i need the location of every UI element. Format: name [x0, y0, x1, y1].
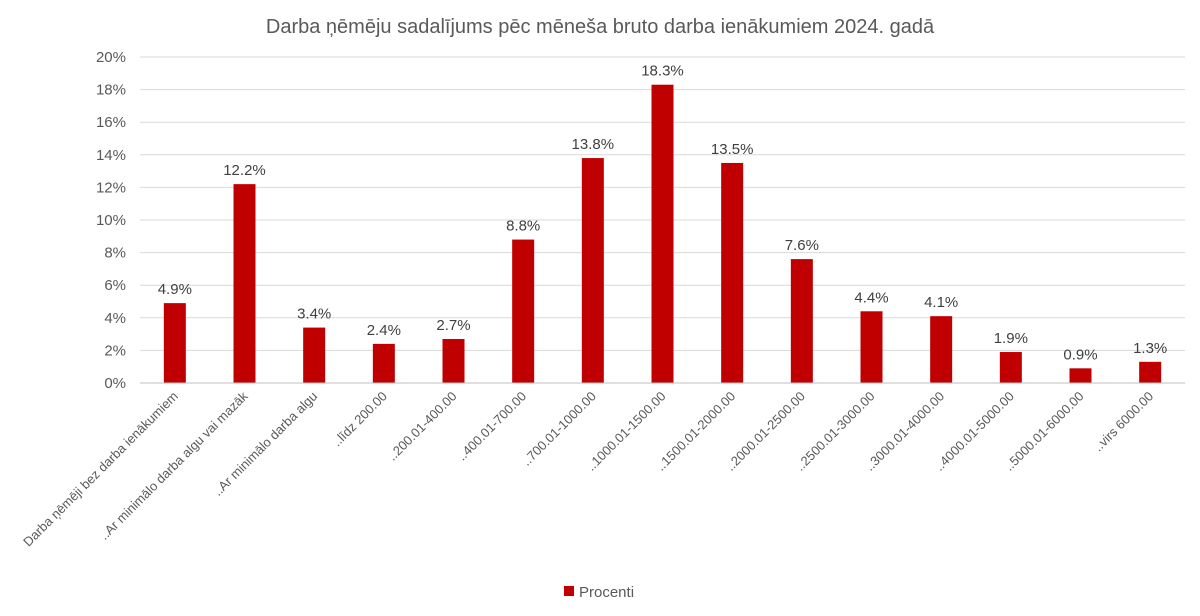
- data-labels: 4.9% 12.2% 3.4% 2.4% 2.7% 8.8% 13.8% 18.3% 13.5%…: [158, 63, 1168, 364]
- y-tick-label: 18%: [96, 82, 126, 99]
- y-tick-label: 20%: [96, 49, 126, 66]
- x-tick-label: ..200.01-400.00: [385, 389, 460, 464]
- bar: [999, 352, 1022, 383]
- bar: [233, 184, 256, 383]
- bar: [442, 338, 465, 383]
- data-label: 2.4%: [367, 322, 401, 339]
- y-tick-label: 2%: [104, 342, 126, 359]
- data-label: 2.7%: [436, 317, 470, 334]
- y-tick-label: 0%: [104, 375, 126, 392]
- bar: [163, 303, 186, 383]
- x-tick-label: ..700.01-1000.00: [519, 389, 599, 469]
- data-label: 13.8%: [572, 136, 615, 153]
- data-label: 1.9%: [994, 330, 1028, 347]
- data-label: 7.6%: [785, 237, 819, 254]
- data-label: 4.4%: [854, 289, 888, 306]
- bar: [790, 259, 813, 383]
- chart-title: Darba ņēmēju sadalījums pēc mēneša bruto…: [266, 16, 935, 38]
- bar: [721, 162, 744, 383]
- data-label: 3.4%: [297, 306, 331, 323]
- bar: [372, 343, 395, 383]
- bar: [581, 158, 604, 383]
- bar: [1069, 368, 1092, 383]
- y-tick-label: 10%: [96, 212, 126, 229]
- data-label: 0.9%: [1063, 346, 1097, 363]
- bar-series: [163, 84, 1162, 384]
- bar: [860, 311, 883, 383]
- data-label: 18.3%: [641, 63, 684, 80]
- legend: Procenti: [564, 584, 634, 601]
- data-label: 4.9%: [158, 281, 192, 298]
- y-tick-label: 12%: [96, 179, 126, 196]
- bar: [1139, 361, 1162, 383]
- x-axis: Darba ņēmēji bez darba ienākumiem..Ar mi…: [20, 382, 1185, 550]
- y-tick-label: 8%: [104, 245, 126, 262]
- data-label: 8.8%: [506, 218, 540, 235]
- data-label: 4.1%: [924, 294, 958, 311]
- x-tick-label: ..Ar minimālo darba algu vai mazāk: [96, 388, 251, 543]
- y-axis: 0% 2% 4% 6% 8% 10% 12% 14% 16% 18% 20%: [96, 49, 126, 392]
- y-tick-label: 4%: [104, 310, 126, 327]
- bar: [651, 84, 674, 384]
- y-tick-label: 6%: [104, 277, 126, 294]
- data-label: 1.3%: [1133, 340, 1167, 357]
- bar: [512, 239, 535, 383]
- data-label: 12.2%: [223, 162, 266, 179]
- bar: [303, 327, 326, 383]
- data-label: 13.5%: [711, 141, 754, 158]
- legend-label: Procenti: [579, 584, 634, 601]
- bar: [930, 316, 953, 383]
- y-tick-label: 16%: [96, 114, 126, 131]
- x-tick-label: ..400.01-700.00: [454, 389, 529, 464]
- legend-swatch: [564, 586, 574, 596]
- x-tick-label: ..virs 6000.00: [1090, 389, 1156, 455]
- x-tick-label: ..līdz 200.00: [329, 389, 390, 450]
- x-tick-label: Darba ņēmēji bez darba ienākumiem: [20, 389, 181, 550]
- y-tick-label: 14%: [96, 147, 126, 164]
